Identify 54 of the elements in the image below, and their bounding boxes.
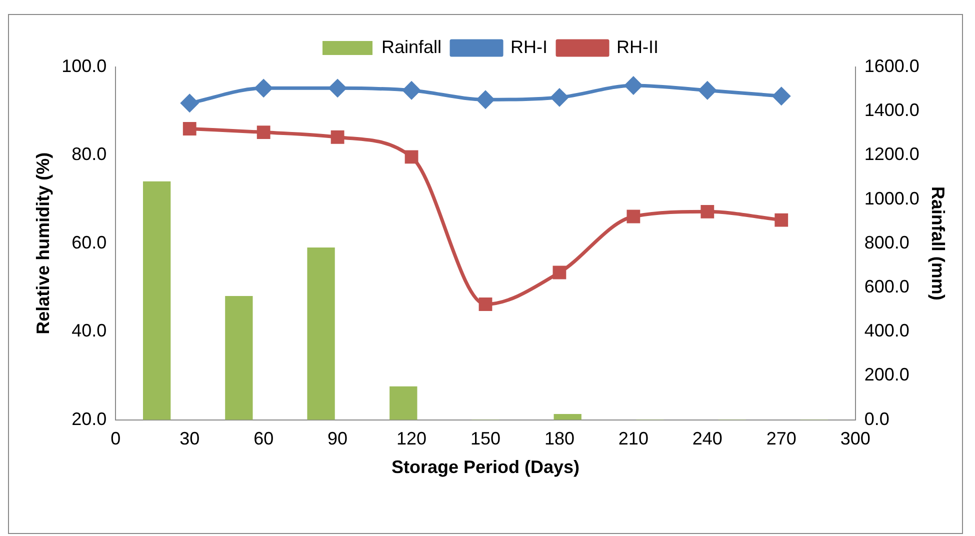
bar — [390, 386, 418, 420]
x-tick-label: 240 — [692, 428, 722, 449]
point — [330, 130, 344, 144]
y-tick-label: 100.0 — [62, 56, 107, 76]
y2-tick-label: 1000.0 — [864, 188, 920, 208]
y2-axis-title: Rainfall (mm) — [928, 186, 948, 300]
x-tick-label: 60 — [254, 428, 274, 449]
y-tick-label: 40.0 — [72, 320, 107, 341]
bar — [307, 247, 335, 420]
x-tick-label: 0 — [110, 428, 121, 449]
y-tick-label: 20.0 — [72, 408, 107, 429]
point — [180, 94, 198, 112]
point — [774, 213, 788, 227]
point — [254, 79, 272, 97]
point — [402, 82, 420, 100]
point — [478, 298, 492, 311]
legend-label: RH-I — [510, 36, 548, 57]
x-tick-label: 120 — [396, 428, 427, 449]
point — [552, 266, 566, 280]
bar — [225, 296, 253, 420]
point — [404, 150, 418, 164]
y-axis-title: Relative humidity (%) — [32, 152, 53, 334]
y2-tick-label: 1600.0 — [864, 56, 920, 76]
point — [476, 90, 494, 108]
y2-tick-label: 400.0 — [864, 320, 910, 341]
y2-tick-label: 1200.0 — [864, 144, 920, 164]
point — [328, 79, 346, 97]
point — [550, 88, 568, 106]
point — [698, 82, 716, 100]
y2-tick-label: 800.0 — [864, 232, 910, 252]
x-tick-label: 210 — [618, 428, 648, 449]
y2-tick-label: 600.0 — [864, 276, 910, 296]
bar — [142, 181, 171, 420]
point — [626, 210, 640, 224]
y2-tick-label: 1400.0 — [864, 100, 920, 120]
x-tick-label: 150 — [470, 428, 501, 449]
x-tick-label: 90 — [328, 428, 348, 449]
bar — [554, 414, 582, 420]
point — [700, 204, 714, 218]
y2-tick-label: 0.0 — [864, 408, 890, 429]
y-tick-label: 60.0 — [72, 232, 107, 252]
point — [182, 122, 196, 136]
legend-label: RH-II — [616, 36, 659, 57]
x-tick-label: 270 — [766, 428, 796, 449]
point — [624, 76, 642, 94]
x-tick-label: 180 — [544, 428, 574, 449]
legend-label: Rainfall — [381, 36, 442, 57]
x-axis-title: Storage Period (Days) — [391, 457, 580, 478]
x-tick-label: 30 — [180, 428, 200, 449]
x-tick-label: 300 — [840, 428, 870, 449]
y-tick-label: 80.0 — [72, 144, 107, 164]
point — [772, 87, 790, 105]
y2-tick-label: 200.0 — [864, 364, 910, 385]
point — [256, 126, 270, 139]
